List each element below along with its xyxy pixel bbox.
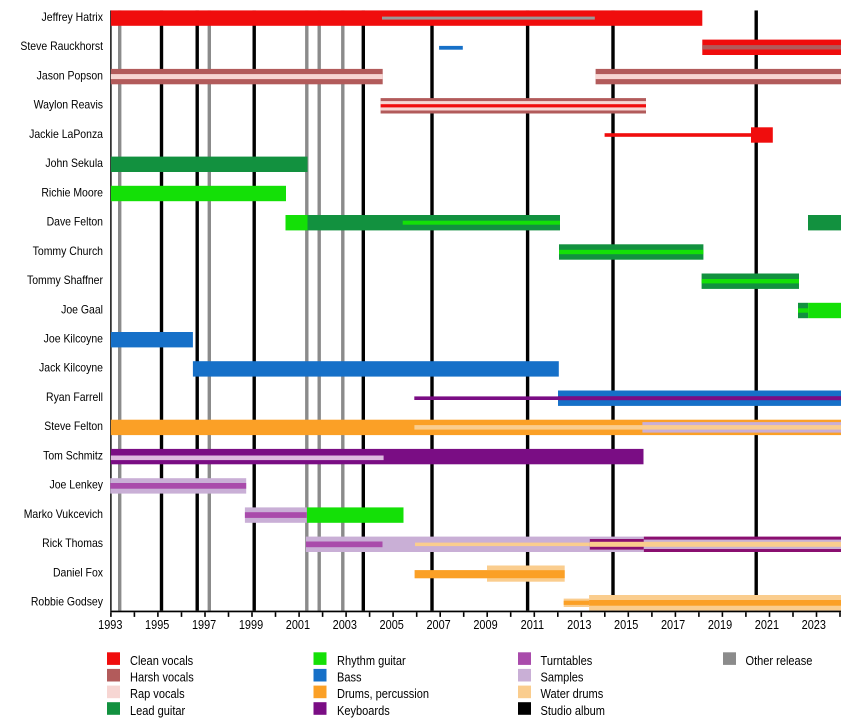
svg-text:Other release: Other release bbox=[746, 653, 813, 668]
svg-text:Clean vocals: Clean vocals bbox=[130, 653, 193, 668]
svg-text:Water drums: Water drums bbox=[541, 686, 604, 701]
svg-text:Waylon Reavis: Waylon Reavis bbox=[34, 99, 104, 112]
svg-text:Jason Popson: Jason Popson bbox=[37, 70, 103, 83]
svg-text:Joe Kilcoyne: Joe Kilcoyne bbox=[44, 333, 103, 346]
svg-text:Tommy Church: Tommy Church bbox=[33, 245, 103, 258]
svg-text:2003: 2003 bbox=[333, 617, 358, 632]
svg-text:Rhythm guitar: Rhythm guitar bbox=[337, 653, 406, 668]
svg-text:Joe Lenkey: Joe Lenkey bbox=[49, 479, 103, 492]
svg-text:Drums, percussion: Drums, percussion bbox=[337, 686, 429, 701]
svg-text:Keyboards: Keyboards bbox=[337, 703, 390, 718]
svg-text:2019: 2019 bbox=[708, 617, 733, 632]
svg-text:2007: 2007 bbox=[426, 617, 451, 632]
svg-text:Rick Thomas: Rick Thomas bbox=[42, 538, 103, 551]
svg-text:2005: 2005 bbox=[380, 617, 405, 632]
svg-text:Lead guitar: Lead guitar bbox=[130, 703, 185, 718]
svg-text:Jackie LaPonza: Jackie LaPonza bbox=[29, 128, 104, 141]
svg-text:2001: 2001 bbox=[286, 617, 311, 632]
svg-text:2011: 2011 bbox=[521, 617, 545, 632]
svg-text:2013: 2013 bbox=[567, 617, 592, 632]
svg-text:Steve Felton: Steve Felton bbox=[44, 421, 103, 434]
svg-text:Harsh vocals: Harsh vocals bbox=[130, 670, 194, 685]
svg-text:1999: 1999 bbox=[239, 617, 264, 632]
svg-text:Samples: Samples bbox=[541, 670, 584, 685]
svg-text:Dave Felton: Dave Felton bbox=[47, 216, 103, 229]
svg-text:2015: 2015 bbox=[614, 617, 639, 632]
svg-text:2017: 2017 bbox=[661, 617, 686, 632]
svg-text:1995: 1995 bbox=[145, 617, 170, 632]
svg-text:2023: 2023 bbox=[802, 617, 827, 632]
svg-text:Turntables: Turntables bbox=[541, 653, 593, 668]
svg-text:Rap vocals: Rap vocals bbox=[130, 686, 185, 701]
svg-text:Jeffrey Hatrix: Jeffrey Hatrix bbox=[42, 11, 104, 24]
svg-text:1993: 1993 bbox=[98, 617, 123, 632]
svg-text:Richie Moore: Richie Moore bbox=[41, 187, 103, 200]
svg-text:Bass: Bass bbox=[337, 670, 362, 685]
svg-text:Tommy Shaffner: Tommy Shaffner bbox=[27, 275, 103, 288]
svg-text:Tom Schmitz: Tom Schmitz bbox=[43, 450, 103, 463]
svg-text:Ryan Farrell: Ryan Farrell bbox=[46, 392, 103, 405]
svg-text:John Sekula: John Sekula bbox=[45, 158, 103, 171]
svg-text:Studio album: Studio album bbox=[541, 703, 605, 718]
svg-text:Steve Rauckhorst: Steve Rauckhorst bbox=[20, 41, 103, 54]
svg-text:Joe Gaal: Joe Gaal bbox=[61, 304, 103, 317]
svg-text:Robbie Godsey: Robbie Godsey bbox=[31, 596, 104, 609]
svg-text:Marko Vukcevich: Marko Vukcevich bbox=[24, 508, 103, 521]
svg-text:1997: 1997 bbox=[192, 617, 217, 632]
svg-text:2009: 2009 bbox=[473, 617, 498, 632]
svg-text:Daniel Fox: Daniel Fox bbox=[53, 567, 103, 580]
svg-text:2021: 2021 bbox=[755, 617, 780, 632]
svg-text:Jack Kilcoyne: Jack Kilcoyne bbox=[39, 362, 103, 375]
